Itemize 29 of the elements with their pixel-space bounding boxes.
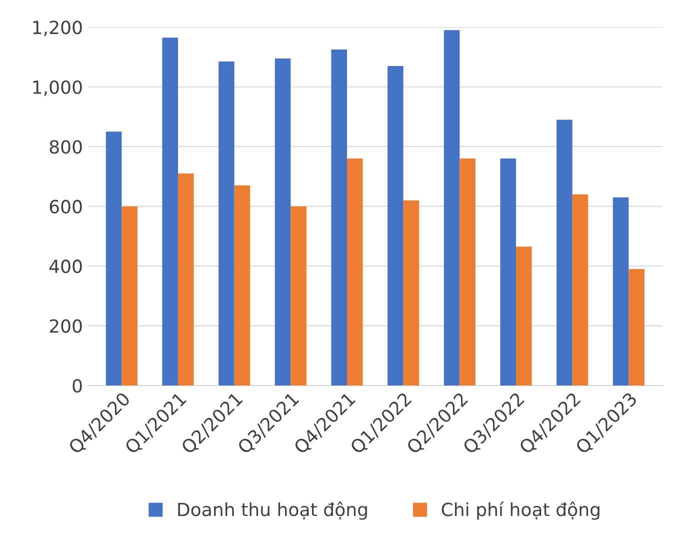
bar <box>162 38 178 386</box>
bar <box>403 200 420 386</box>
y-tick-label: 1,000 <box>33 80 82 96</box>
bar <box>628 269 644 386</box>
bar <box>122 206 138 386</box>
bar <box>178 173 194 386</box>
y-tick-label: 400 <box>49 260 82 274</box>
bar <box>572 194 588 386</box>
bar <box>331 50 348 386</box>
y-tick-label: 800 <box>50 140 82 154</box>
y-tick-label: 0 <box>72 378 82 393</box>
y-tick-label: 600 <box>50 200 82 214</box>
y-tick-label: 200 <box>50 319 82 333</box>
bar <box>106 132 122 386</box>
bar <box>612 197 629 386</box>
bar <box>274 58 291 386</box>
y-tick-label: 1,200 <box>33 20 82 36</box>
bar <box>234 185 250 386</box>
legend-label: Chi phí hoạt động <box>442 502 600 520</box>
bar <box>444 30 460 386</box>
bar <box>388 66 404 386</box>
bar <box>218 61 234 386</box>
bar <box>516 246 532 386</box>
bar <box>460 158 476 386</box>
bar <box>290 206 306 386</box>
bar <box>500 158 516 386</box>
bar <box>347 158 363 386</box>
bar <box>556 120 572 386</box>
legend-label: Doanh thu hoạt động <box>178 502 367 520</box>
